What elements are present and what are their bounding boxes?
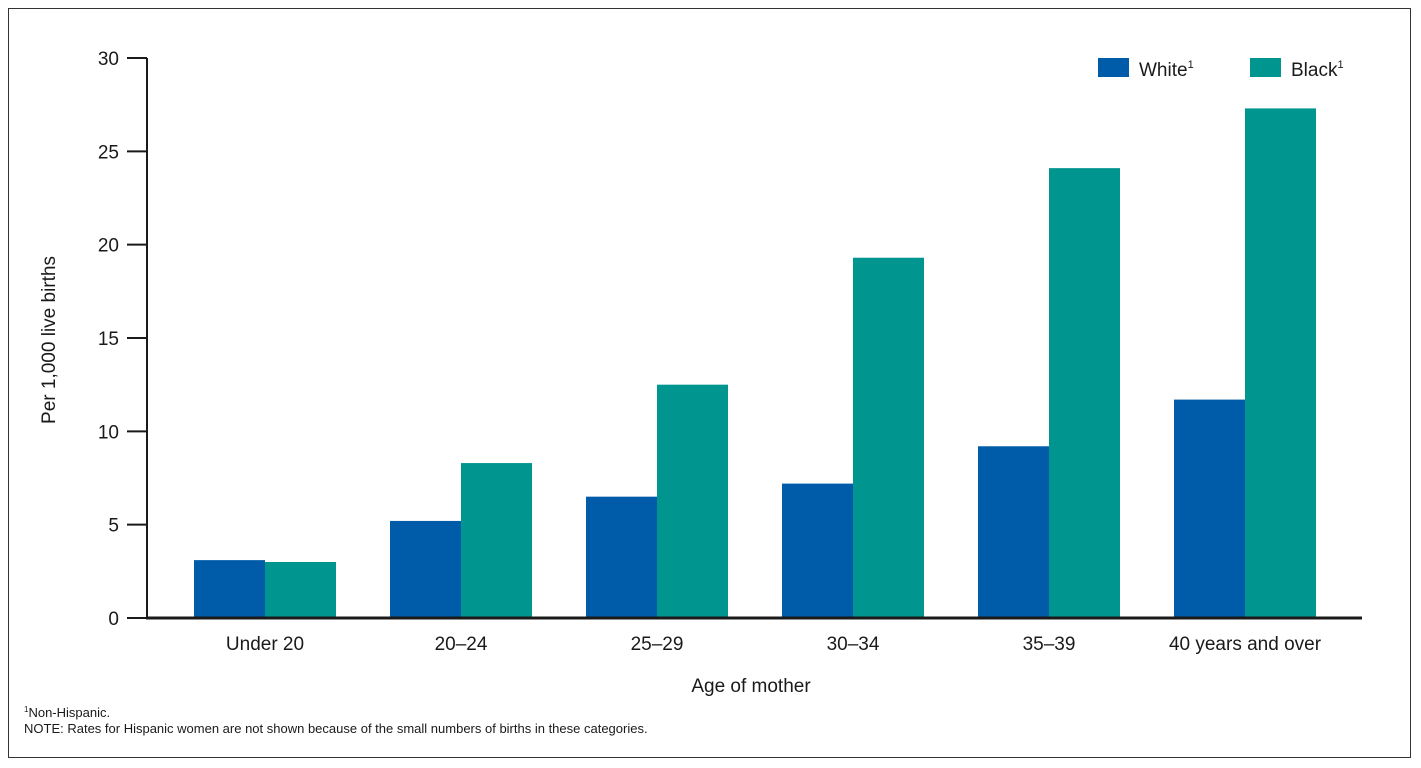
legend-label-white: White1 [1139,59,1194,81]
y-tick-label: 0 [108,609,119,630]
footnote-non-hispanic: 1Non-Hispanic. [24,705,110,720]
y-tick-label: 30 [98,49,119,70]
bar-white-3 [586,496,657,618]
x-tick-label: Under 20 [226,634,304,655]
legend-swatch-black [1250,58,1281,77]
x-tick-label: 30–34 [827,634,880,655]
bar-white-6 [1174,399,1245,618]
footnote-text: Non-Hispanic. [28,705,111,720]
footnote-note: NOTE: Rates for Hispanic women are not s… [24,721,648,736]
legend: White1 Black1 [1098,58,1344,81]
x-axis: Under 20 20–24 25–29 30–34 35–39 40 years and… [146,616,1362,655]
x-tick-label: 40 years and over [1169,634,1322,655]
bar-black-3 [657,384,728,618]
y-tick-label: 10 [98,422,119,443]
x-tick-label: 20–24 [435,634,488,655]
y-tick-label: 15 [98,329,119,350]
bar-black-2 [461,463,532,618]
y-tick-label: 25 [98,142,119,163]
x-axis-title: Age of mother [691,676,811,697]
y-axis-title: Per 1,000 live births [39,256,60,424]
bar-black-6 [1245,108,1316,619]
bar-black-4 [853,257,924,618]
bar-white-4 [782,483,853,618]
bar-white-2 [390,520,461,618]
x-tick-label: 25–29 [631,634,684,655]
legend-swatch-white [1098,58,1129,77]
x-tick-label: 35–39 [1023,634,1076,655]
footnote-marker: 1 [24,705,29,714]
bar-white-5 [978,446,1049,618]
bar-black-5 [1049,168,1120,618]
legend-label-black: Black1 [1291,59,1344,81]
y-tick-label: 20 [98,236,119,257]
bar-white-1 [194,560,265,618]
y-tick-label: 5 [108,516,119,537]
bar-black-1 [265,562,336,618]
y-axis: 0 5 10 15 20 25 30 [98,49,148,630]
bars [194,108,1316,619]
figure-frame [8,8,1411,758]
